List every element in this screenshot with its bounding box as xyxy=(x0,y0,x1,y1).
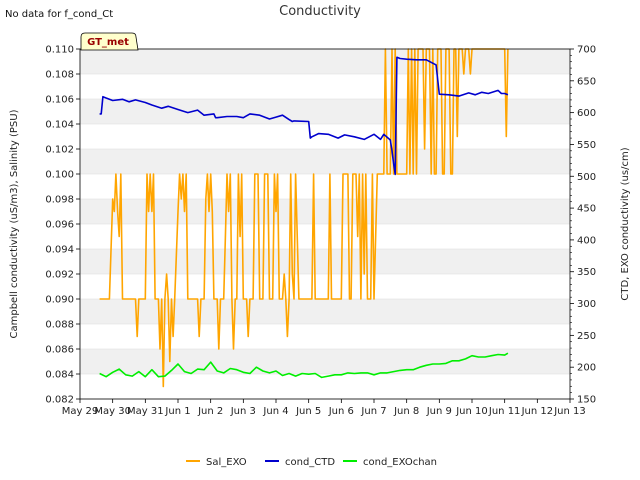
badge-label: GT_met xyxy=(87,37,129,48)
plot-band xyxy=(80,274,570,299)
plot-band xyxy=(80,224,570,249)
left-tick-label: 0.082 xyxy=(45,395,74,406)
right-tick-label: 500 xyxy=(577,172,596,183)
left-tick-label: 0.106 xyxy=(45,95,74,106)
gt-met-badge: GT_met xyxy=(80,32,139,51)
right-tick-label: 350 xyxy=(577,267,596,278)
right-tick-label: 600 xyxy=(577,108,596,119)
x-tick-label: Jun 10 xyxy=(455,406,488,417)
right-tick-label: 400 xyxy=(577,235,596,246)
plot-band xyxy=(80,74,570,99)
x-tick-label: Jun 13 xyxy=(553,406,586,417)
legend-label-cond-ctd: cond_CTD xyxy=(285,457,335,468)
x-tick-label: Jun 8 xyxy=(393,406,419,417)
left-tick-label: 0.088 xyxy=(45,320,74,331)
plot-band xyxy=(80,324,570,349)
x-tick-label: Jun 4 xyxy=(262,406,288,417)
plot-band xyxy=(80,374,570,399)
right-tick-label: 550 xyxy=(577,140,596,151)
series-line-sal-exo xyxy=(99,48,509,388)
left-tick-label: 0.094 xyxy=(45,245,74,256)
x-tick-label: May 29 xyxy=(62,406,99,417)
chart-title: Conductivity xyxy=(279,4,361,19)
badge-box xyxy=(80,32,139,51)
left-tick-label: 0.084 xyxy=(45,370,74,381)
right-tick-label: 650 xyxy=(577,76,596,87)
plot-background-bands xyxy=(80,49,570,399)
plot-band xyxy=(80,174,570,199)
left-tick-label: 0.090 xyxy=(45,295,74,306)
left-tick-label: 0.092 xyxy=(45,270,74,281)
plot-band xyxy=(80,149,570,174)
right-tick-label: 150 xyxy=(577,395,596,406)
right-tick-label: 250 xyxy=(577,331,596,342)
x-tick-label: Jun 5 xyxy=(295,406,321,417)
y-axis-left-label: Campbell conductivity (uS/m3), Salinity … xyxy=(9,109,20,338)
series-line-cond-ctd xyxy=(99,56,509,176)
plot-band xyxy=(80,99,570,124)
series-line-cond-exochan xyxy=(99,352,509,379)
x-tick-label: Jun 11 xyxy=(488,406,521,417)
left-tick-label: 0.096 xyxy=(45,220,74,231)
y-axis-right-label: CTD, EXO conductivity (us/cm) xyxy=(620,147,631,300)
left-axis-ticks: 0.082 0.084 0.086 0.088 0.090 0.092 0.094 0.096… xyxy=(45,45,80,406)
x-tick-label: Jun 3 xyxy=(230,406,256,417)
left-tick-label: 0.086 xyxy=(45,345,74,356)
plot-band xyxy=(80,199,570,224)
x-tick-label: May 31 xyxy=(127,406,164,417)
left-tick-label: 0.098 xyxy=(45,195,74,206)
left-tick-label: 0.110 xyxy=(45,45,74,56)
plot-band xyxy=(80,49,570,74)
x-tick-label: May 30 xyxy=(94,406,131,417)
left-tick-label: 0.100 xyxy=(45,170,74,181)
legend-label-cond-exochan: cond_EXOchan xyxy=(363,457,437,468)
x-tick-label: Jun 9 xyxy=(426,406,452,417)
x-tick-label: Jun 6 xyxy=(328,406,354,417)
plot-band xyxy=(80,124,570,149)
right-tick-label: 200 xyxy=(577,363,596,374)
legend: Sal_EXO cond_CTD cond_EXOchan xyxy=(186,457,437,468)
plot-band xyxy=(80,349,570,374)
legend-label-sal-exo: Sal_EXO xyxy=(206,457,247,468)
no-data-note: No data for f_cond_Ct xyxy=(5,9,113,20)
right-axis-ticks: 150 200 250 300 350 400 450 500 550 600 650 700 xyxy=(570,45,596,406)
plot-band xyxy=(80,249,570,274)
x-tick-label: Jun 7 xyxy=(360,406,386,417)
x-tick-label: Jun 12 xyxy=(521,406,554,417)
right-tick-label: 700 xyxy=(577,45,596,56)
left-tick-label: 0.108 xyxy=(45,70,74,81)
left-tick-label: 0.104 xyxy=(45,120,74,131)
series-layer xyxy=(99,48,509,388)
x-tick-label: Jun 1 xyxy=(164,406,190,417)
right-tick-label: 450 xyxy=(577,204,596,215)
plot-band xyxy=(80,299,570,324)
left-tick-label: 0.102 xyxy=(45,145,74,156)
right-tick-label: 300 xyxy=(577,299,596,310)
x-tick-label: Jun 2 xyxy=(197,406,223,417)
